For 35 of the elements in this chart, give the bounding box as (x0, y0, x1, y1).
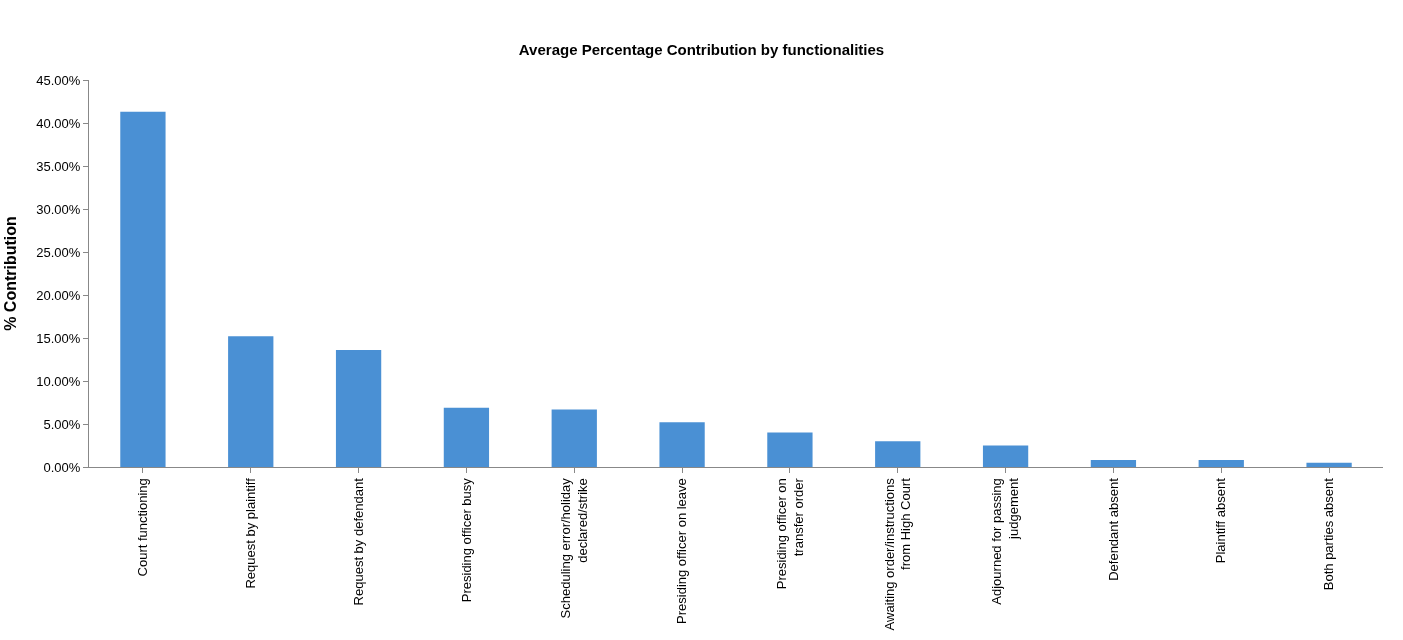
bar (228, 336, 274, 467)
x-tick-label: Plaintiff absent (1213, 477, 1229, 564)
x-tick-label: Both parties absent (1321, 477, 1337, 591)
bar (335, 350, 382, 467)
x-tick-label: Adjourned for passing judgement (989, 477, 1022, 605)
y-tick-label: 30.00% (36, 201, 81, 217)
chart-title: Average Percentage Contribution by functionalities (518, 41, 885, 59)
y-tick-label: 0.00% (43, 459, 81, 475)
bar (1306, 462, 1352, 467)
x-tick-label: Defendant absent (1105, 477, 1121, 581)
x-tick-label: Request by plaintiff (242, 477, 258, 589)
y-tick-label: 5.00% (43, 416, 81, 432)
y-tick-label: 35.00% (36, 158, 81, 174)
bar (1198, 460, 1244, 467)
bar (1090, 460, 1137, 467)
y-tick-label: 45.00% (36, 72, 81, 88)
bar (120, 111, 166, 467)
x-tick-label: Scheduling error/holiday declared/strike (558, 477, 590, 619)
y-axis-title: % Contribution (2, 216, 20, 331)
y-tick-label: 40.00% (36, 115, 81, 131)
bar (551, 409, 597, 467)
x-tick-label: Presiding officer busy (458, 477, 474, 603)
bar (875, 441, 921, 467)
y-tick-label: 20.00% (36, 287, 81, 303)
x-tick-label: Presiding officer on transfer order (773, 477, 806, 590)
bar (982, 445, 1029, 467)
bar (767, 432, 813, 467)
y-tick-label: 15.00% (36, 330, 81, 346)
y-tick-label: 25.00% (36, 244, 81, 260)
x-tick-label: Court functioning (135, 478, 151, 577)
x-tick-label: Request by defendant (350, 477, 366, 606)
bar (659, 422, 705, 467)
bar (443, 407, 490, 467)
x-tick-label: Presiding officer on leave (674, 478, 690, 624)
y-tick-label: 10.00% (36, 373, 81, 389)
